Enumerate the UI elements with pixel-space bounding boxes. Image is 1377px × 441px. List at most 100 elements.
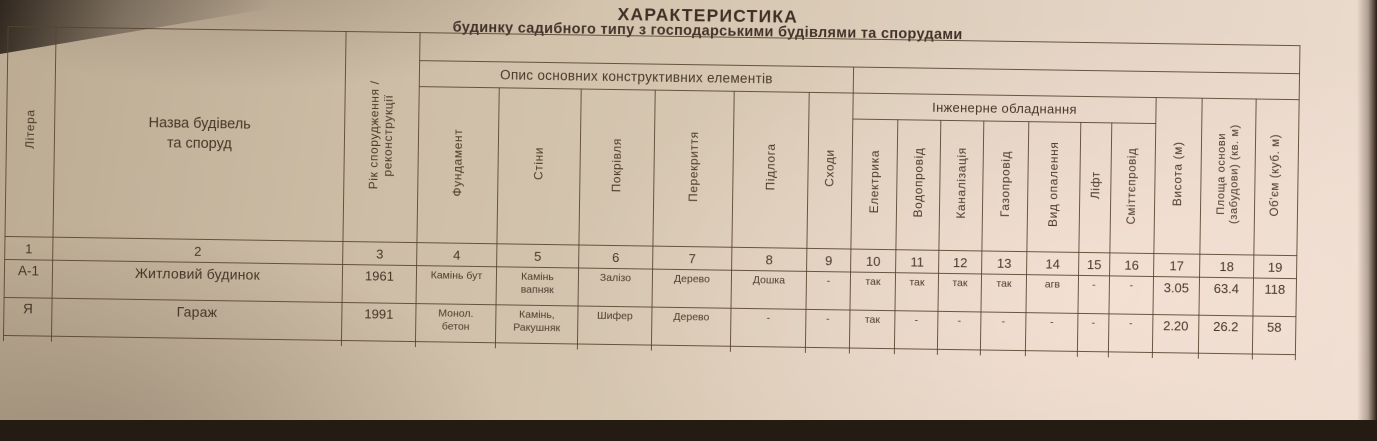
col-header-volume-label: Об'єм (куб. м) <box>1269 133 1283 217</box>
col-header-volume: Об'єм (куб. м) <box>1253 99 1300 256</box>
col-header-garbage-chute-label: Сміттєпровід <box>1125 147 1139 225</box>
col-header-roofing: Покрівля <box>578 89 656 247</box>
col-header-heating-type-label: Вид опалення <box>1046 141 1062 228</box>
cell-water-supply: так <box>894 272 939 312</box>
characteristics-table: Літера Назва будівель та споруд Рік спор… <box>3 26 1301 361</box>
cell-letter: Я <box>3 297 53 337</box>
col-header-walls-label: Стіни <box>531 147 547 181</box>
tick <box>341 340 416 348</box>
tick <box>730 346 806 353</box>
cell-letter: А-1 <box>4 259 53 299</box>
cell-floor: - <box>730 308 806 348</box>
col-header-ceiling: Перекриття <box>652 90 735 248</box>
col-header-ceiling-label: Перекриття <box>686 130 702 202</box>
col-header-construction-year-label: Рік спорудження / реконструкції <box>366 79 397 189</box>
column-number: 7 <box>652 246 732 271</box>
cell-sewerage: так <box>937 273 982 312</box>
tick <box>651 345 731 352</box>
cell-elevator: - <box>1077 313 1109 352</box>
column-number: 14 <box>1026 251 1079 276</box>
column-number: 8 <box>731 247 807 272</box>
cell-garbage-chute: - <box>1108 275 1154 315</box>
tick <box>495 342 578 350</box>
col-header-elevator: Ліфт <box>1078 122 1112 253</box>
cell-walls: Камінь, Ракушняк <box>495 304 579 344</box>
col-header-elevator-label: Ліфт <box>1088 171 1103 200</box>
column-number: 19 <box>1253 255 1297 279</box>
col-header-sewerage: Каналізація <box>938 120 984 251</box>
col-header-building-name: Назва будівель та споруд <box>52 27 347 242</box>
cell-building-name: Житловий будинок <box>52 260 343 303</box>
cell-ceiling: Дерево <box>652 269 732 309</box>
col-header-gas-supply: Газопровід <box>981 120 1029 252</box>
cell-heating-type: - <box>1025 312 1078 352</box>
cell-sewerage: - <box>937 311 981 350</box>
cell-stairs: - <box>805 309 850 349</box>
cell-floor: Дошка <box>731 270 807 310</box>
cell-roofing: Залізо <box>578 267 653 308</box>
col-header-letter: Літера <box>4 26 57 238</box>
col-header-electricity-label: Електрика <box>866 150 882 214</box>
cell-foundation: Монол. бетон <box>415 303 497 343</box>
column-number: 5 <box>496 243 579 268</box>
column-number: 11 <box>895 249 939 274</box>
col-header-floor-label: Підлога <box>763 143 778 191</box>
cell-water-supply: - <box>894 310 938 350</box>
photo-paper-background: ХАРАКТЕРИСТИКА будинку садибного типу з … <box>0 0 1377 420</box>
col-header-base-area: Площа основи (забудови) (кв. м) <box>1199 98 1257 256</box>
column-number: 9 <box>806 248 851 273</box>
col-header-letter-label: Літера <box>23 109 38 150</box>
col-header-foundation-label: Фундамент <box>450 128 466 197</box>
cell-heating-type: агв <box>1025 274 1079 314</box>
tick <box>1077 351 1109 358</box>
col-header-garbage-chute: Сміттєпровід <box>1109 122 1156 254</box>
cell-base-area: 26.2 <box>1198 315 1253 354</box>
col-header-stairs-label: Сходи <box>822 149 838 188</box>
col-header-heating-type: Вид опалення <box>1026 121 1081 253</box>
col-header-water-supply-label: Водопровід <box>910 147 926 218</box>
cell-building-name: Гараж <box>51 298 343 341</box>
tick <box>1252 353 1296 361</box>
col-header-electricity: Електрика <box>850 119 898 250</box>
col-header-gas-supply-label: Газопровід <box>997 150 1013 218</box>
cell-ceiling: Дерево <box>651 307 732 347</box>
column-number: 18 <box>1199 254 1254 279</box>
cell-volume: 58 <box>1252 316 1296 355</box>
cell-height: 2.20 <box>1152 314 1199 354</box>
column-number: 1 <box>4 236 53 261</box>
photo-edge-shadow <box>1357 0 1377 420</box>
tick <box>894 348 938 355</box>
col-header-water-supply: Водопровід <box>895 119 941 251</box>
tick <box>849 348 895 355</box>
col-header-walls: Стіни <box>496 87 582 245</box>
tick <box>1025 350 1078 357</box>
cell-construction-year: 1961 <box>342 264 417 304</box>
column-number: 16 <box>1109 252 1154 277</box>
column-number: 3 <box>342 241 417 266</box>
column-number: 12 <box>938 250 982 274</box>
tick <box>980 349 1026 357</box>
column-number: 10 <box>850 249 896 273</box>
cell-base-area: 63.4 <box>1198 277 1254 317</box>
col-header-floor: Підлога <box>731 91 810 249</box>
tick <box>415 341 496 349</box>
tick <box>805 347 850 354</box>
cell-foundation: Камінь бут <box>416 265 497 305</box>
cell-gas-supply: так <box>980 273 1027 313</box>
col-header-height: Висота (м) <box>1153 97 1203 255</box>
column-number: 17 <box>1153 253 1200 278</box>
cell-garbage-chute: - <box>1108 313 1153 353</box>
col-header-stairs: Сходи <box>806 92 854 250</box>
column-number: 15 <box>1078 252 1110 276</box>
column-number: 13 <box>981 250 1027 275</box>
column-number: 4 <box>416 242 497 267</box>
tick <box>1152 352 1199 359</box>
cell-electricity: так <box>849 310 895 349</box>
tick <box>937 349 981 356</box>
col-header-sewerage-label: Каналізація <box>953 147 969 219</box>
cell-volume: 118 <box>1252 278 1297 317</box>
tick <box>1198 353 1253 360</box>
col-header-base-area-label: Площа основи (забудови) (кв. м) <box>1214 124 1241 225</box>
tick <box>1108 351 1153 359</box>
